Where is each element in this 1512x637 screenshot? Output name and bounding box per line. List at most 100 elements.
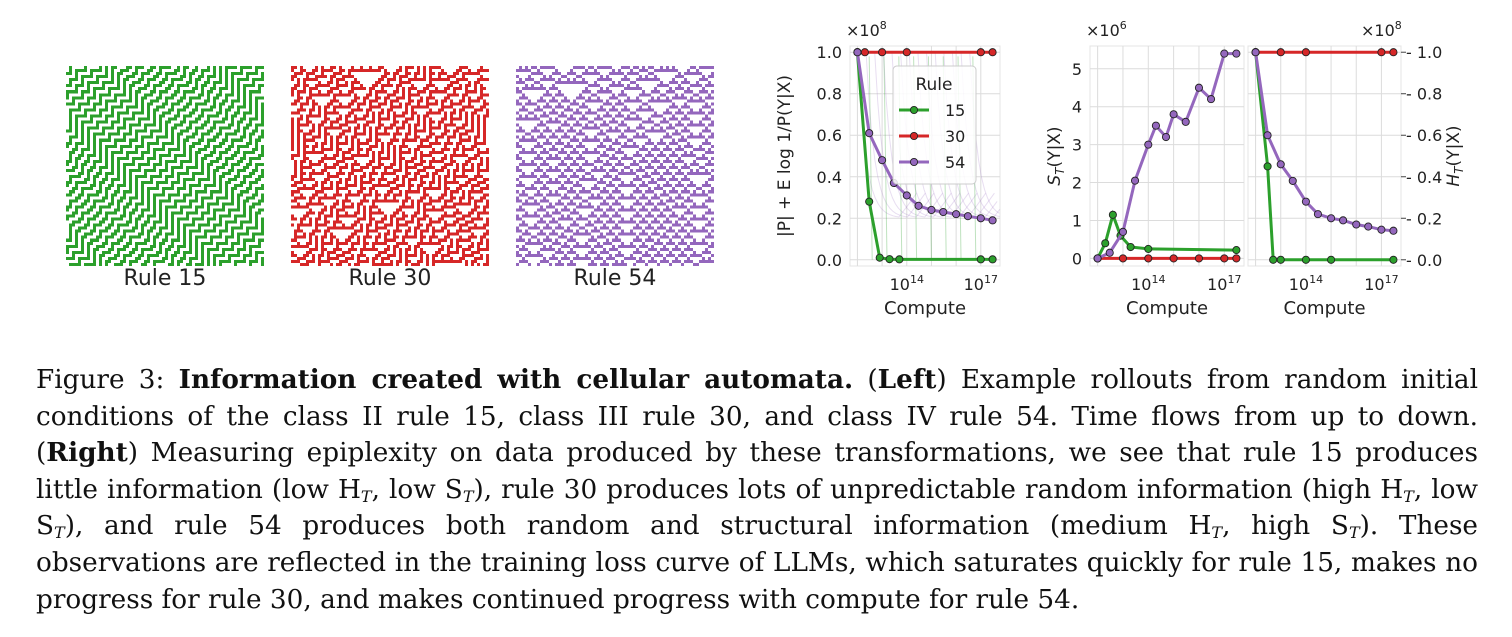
data-point-rule-54 (1251, 48, 1260, 57)
data-point-rule-54 (1144, 140, 1153, 149)
data-point-rule-15 (1263, 162, 1272, 171)
caption-sub-6: T (1348, 523, 1360, 543)
data-point-rule-15 (865, 197, 874, 206)
caption-title: Information created with cellular automa… (178, 364, 854, 395)
y-tick-label: 2 (1072, 174, 1082, 193)
data-point-rule-54 (1181, 117, 1190, 126)
data-point-rule-54 (1161, 132, 1171, 142)
data-point-rule-15 (885, 255, 894, 264)
data-point-rule-15 (875, 253, 884, 262)
data-point-rule-30 (1377, 48, 1386, 57)
plot-area (1089, 45, 1245, 267)
y-tick-label: 5 (1072, 60, 1082, 79)
x-axis-label: Compute (1126, 298, 1208, 319)
caption-right-tag: Right (46, 437, 128, 469)
data-point-rule-30 (860, 48, 869, 57)
data-point-rule-30 (1144, 254, 1153, 263)
data-point-rule-54 (988, 216, 997, 225)
data-point-rule-30 (1118, 254, 1128, 263)
caption-right-text-7: ). These observations are reflected in t… (36, 511, 1478, 615)
data-point-rule-30 (1169, 254, 1178, 263)
data-point-rule-54 (1327, 214, 1336, 223)
rule-15-rollout (66, 66, 264, 266)
data-point-rule-15 (895, 255, 904, 264)
caption-sub-1: T (360, 486, 372, 506)
data-point-rule-54 (1220, 49, 1229, 58)
data-point-rule-15 (1276, 255, 1285, 264)
data-point-rule-54 (865, 129, 874, 138)
data-point-rule-30 (976, 48, 985, 57)
y-tick-label: 1.0 (817, 43, 842, 62)
data-point-rule-54 (1130, 176, 1140, 185)
data-point-rule-54 (976, 214, 985, 223)
caption-right-text-2: , low S (371, 474, 463, 505)
data-point-rule-54 (1288, 176, 1297, 185)
legend-entry: 30 (945, 127, 965, 146)
data-point-rule-54 (853, 48, 862, 57)
legend-box (892, 65, 977, 185)
data-point-rule-54 (1339, 216, 1348, 225)
data-point-rule-54 (1194, 83, 1204, 92)
caption-right-text-3: ), rule 30 produces lots of unpredictabl… (473, 474, 1404, 505)
y-axis-label: HT(Y|X) (1444, 125, 1466, 186)
data-point-rule-15 (1108, 210, 1117, 219)
rule-15-run-curve (868, 56, 873, 260)
rule-30-grid (291, 66, 489, 266)
y-tick-label: 0.6 (817, 126, 842, 145)
data-point-rule-54 (1352, 220, 1361, 229)
data-point-rule-54 (1206, 95, 1216, 104)
x-axis-label: Compute (884, 298, 966, 319)
data-point-rule-15 (1232, 246, 1241, 255)
rule-54-rollout (516, 66, 714, 266)
x-tick-label: 1014 (1289, 273, 1323, 294)
data-point-rule-54 (878, 156, 887, 165)
y-tick-label: 0 (1072, 249, 1082, 268)
x-axis-label: Compute (1283, 298, 1365, 319)
data-point-rule-30 (902, 48, 911, 57)
y-tick-label: - 0.6 (1406, 126, 1442, 145)
data-point-rule-30 (1194, 254, 1204, 263)
caption-right-text-1: Measuring epiplexity on data produced by… (36, 438, 1478, 505)
data-point-rule-30 (878, 48, 887, 57)
caption-sub-5: T (1211, 523, 1223, 543)
x-tick-label: 1014 (1131, 273, 1165, 294)
y-tick-label: 0.2 (817, 209, 842, 228)
caption-right-text-4: , low S (36, 474, 1478, 542)
data-point-rule-54 (1301, 197, 1310, 206)
rule-30-rollout (291, 66, 489, 266)
rule-15-label: Rule 15 (123, 266, 207, 291)
chart-panel-3: - 0.0 - 0.2 - 0.4 - 0.6 - 0.8 - 1.0 1014 1017 Co… (1247, 19, 1466, 319)
y-tick-label: 0.4 (817, 168, 842, 187)
caption-right-text-6: , high S (1222, 511, 1349, 542)
data-point-rule-54 (952, 210, 961, 219)
y-tick-label: 4 (1072, 98, 1082, 117)
data-point-rule-54 (1093, 254, 1102, 263)
data-point-rule-54 (927, 205, 936, 215)
data-point-rule-54 (1389, 226, 1398, 235)
data-point-rule-30 (988, 48, 997, 57)
data-point-rule-30 (1220, 254, 1229, 263)
legend-marker (909, 131, 919, 141)
epiplexity-charts: 0.0 0.2 0.4 0.6 0.8 1.0 1014 1017 Compute ×108 |P|… (775, 19, 1466, 319)
data-point-rule-54 (1263, 131, 1272, 140)
x-tick-label: 1017 (1364, 273, 1398, 294)
data-point-rule-54 (939, 207, 948, 217)
legend-entry: 54 (945, 153, 965, 172)
y-tick-label: - 0.0 (1406, 251, 1442, 270)
caption-left-text: Example rollouts from random initial con… (36, 365, 1478, 432)
data-point-rule-30 (1276, 48, 1285, 57)
legend-title: Rule (915, 75, 952, 95)
rule-54-label: Rule 54 (573, 266, 657, 291)
x-tick-label: 1017 (964, 273, 998, 294)
data-point-rule-54 (914, 201, 923, 210)
data-point-rule-15 (1269, 255, 1278, 264)
y-tick-label: - 1.0 (1406, 43, 1442, 62)
x-tick-label: 1014 (890, 273, 924, 294)
data-point-rule-54 (1377, 225, 1386, 234)
data-point-rule-15 (1144, 244, 1153, 253)
data-point-rule-30 (1389, 48, 1398, 57)
figure-caption: Figure 3: Information created with cellu… (36, 364, 1478, 615)
y-tick-label: 0.8 (817, 85, 842, 104)
data-point-rule-15 (1301, 255, 1310, 264)
